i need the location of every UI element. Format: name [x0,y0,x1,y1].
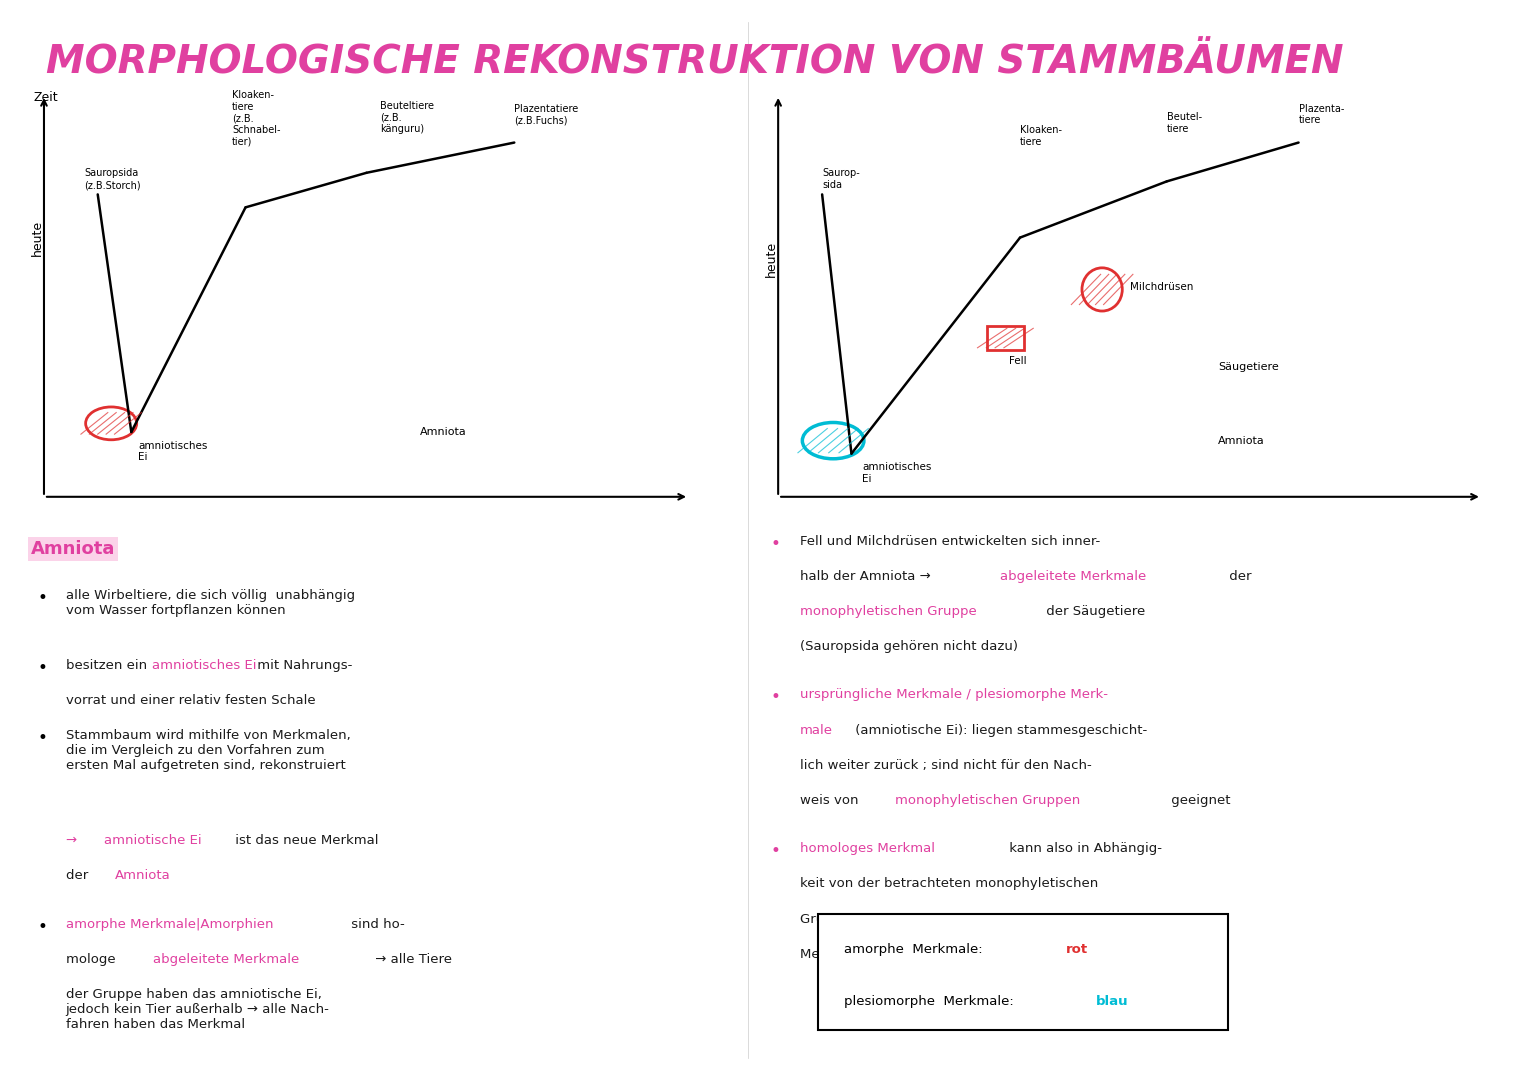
Text: ursprüngliche Merkmale / plesiomorphe Merk-: ursprüngliche Merkmale / plesiomorphe Me… [800,689,1109,702]
Text: Fell: Fell [1009,356,1026,366]
Text: Beutel-
tiere: Beutel- tiere [1167,112,1202,134]
Text: heute: heute [31,219,44,256]
Text: (amniotische Ei): liegen stammesgeschicht-: (amniotische Ei): liegen stammesgeschich… [852,724,1148,737]
Text: Amniota: Amniota [420,427,467,437]
Text: der Säugetiere: der Säugetiere [1041,605,1145,618]
Text: Fell und Milchdrüsen entwickelten sich inner-: Fell und Milchdrüsen entwickelten sich i… [800,535,1101,548]
Text: lich weiter zurück ; sind nicht für den Nach-: lich weiter zurück ; sind nicht für den … [800,758,1092,772]
Text: ist das neue Merkmal: ist das neue Merkmal [231,834,379,848]
Text: Plazenta-
tiere: Plazenta- tiere [1298,104,1344,125]
Text: monophyletischen Gruppen: monophyletischen Gruppen [895,794,1081,807]
Text: Amniota: Amniota [115,869,171,882]
Text: der: der [66,869,92,882]
Text: Säugetiere: Säugetiere [1219,362,1278,373]
Text: Zeit: Zeit [34,91,58,104]
Text: Stammbaum wird mithilfe von Merkmalen,
die im Vergleich zu den Vorfahren zum
ers: Stammbaum wird mithilfe von Merkmalen, d… [66,729,350,772]
Text: amniotische Ei: amniotische Ei [104,834,202,848]
Text: Amniota: Amniota [31,540,115,558]
Text: Milchdrüsen: Milchdrüsen [1130,282,1194,293]
Text: Kloaken-
tiere: Kloaken- tiere [1020,125,1063,147]
Text: amniotisches
Ei: amniotisches Ei [137,441,208,462]
Text: •: • [38,918,47,936]
Text: der Gruppe haben das amniotische Ei,
jedoch kein Tier außerhalb → alle Nach-
fah: der Gruppe haben das amniotische Ei, jed… [66,988,330,1031]
Text: mologe: mologe [66,953,119,967]
Text: → alle Tiere: → alle Tiere [371,953,452,967]
Text: Beuteltiere
(z.B.
känguru): Beuteltiere (z.B. känguru) [380,100,434,134]
Text: monophyletischen Gruppe: monophyletischen Gruppe [800,605,977,618]
Text: heute: heute [765,241,779,278]
Text: Kloaken-
tiere
(z.B.
Schnabel-
tier): Kloaken- tiere (z.B. Schnabel- tier) [232,91,281,147]
Text: keit von der betrachteten monophyletischen: keit von der betrachteten monophyletisch… [800,877,1098,891]
Text: amorphe Merkmale|Amorphien: amorphe Merkmale|Amorphien [66,918,273,931]
Text: geeignet: geeignet [1167,794,1231,807]
Text: homologes Merkmal: homologes Merkmal [800,842,935,855]
Text: kann also in Abhängig-: kann also in Abhängig- [1005,842,1162,855]
Text: der: der [1225,570,1252,583]
Text: amorphe  Merkmale:: amorphe Merkmale: [843,944,986,957]
Text: Saurop-
sida: Saurop- sida [822,168,860,190]
Text: blau: blau [1096,996,1128,1009]
Text: Plazentatiere
(z.B.Fuchs): Plazentatiere (z.B.Fuchs) [515,104,579,125]
Text: plesiomorphe  Merkmale:: plesiomorphe Merkmale: [843,996,1017,1009]
Text: •: • [771,535,780,553]
Text: •: • [771,689,780,706]
Text: weis von: weis von [800,794,863,807]
Text: MORPHOLOGISCHE REKONSTRUKTION VON STAMMBÄUMEN: MORPHOLOGISCHE REKONSTRUKTION VON STAMMB… [46,43,1344,81]
Text: Gruppe ein abgeleitetes oder ein ursprüngliches: Gruppe ein abgeleitetes oder ein ursprün… [800,913,1124,926]
Text: •: • [38,729,47,747]
Text: amniotisches
Ei: amniotisches Ei [863,462,931,484]
Text: →: → [66,834,81,848]
Text: Merkmal sein: Merkmal sein [800,948,889,961]
Text: •: • [38,659,47,677]
Text: amniotisches Ei: amniotisches Ei [153,659,257,672]
Text: besitzen ein: besitzen ein [66,659,151,672]
FancyBboxPatch shape [818,914,1228,1030]
Text: rot: rot [1066,944,1087,957]
Text: •: • [38,589,47,607]
Text: halb der Amniota →: halb der Amniota → [800,570,935,583]
Text: Amniota: Amniota [1219,435,1264,446]
Text: (Sauropsida gehören nicht dazu): (Sauropsida gehören nicht dazu) [800,639,1019,653]
Text: sind ho-: sind ho- [347,918,405,931]
Text: abgeleitete Merkmale: abgeleitete Merkmale [1000,570,1145,583]
Text: mit Nahrungs-: mit Nahrungs- [252,659,351,672]
Text: alle Wirbeltiere, die sich völlig  unabhängig
vom Wasser fortpflanzen können: alle Wirbeltiere, die sich völlig unabhä… [66,589,354,617]
Text: •: • [771,842,780,861]
Text: vorrat und einer relativ festen Schale: vorrat und einer relativ festen Schale [66,693,315,707]
Text: Sauropsida
(z.B.Storch): Sauropsida (z.B.Storch) [84,168,140,190]
Text: abgeleitete Merkmale: abgeleitete Merkmale [153,953,299,967]
Text: male: male [800,724,834,737]
